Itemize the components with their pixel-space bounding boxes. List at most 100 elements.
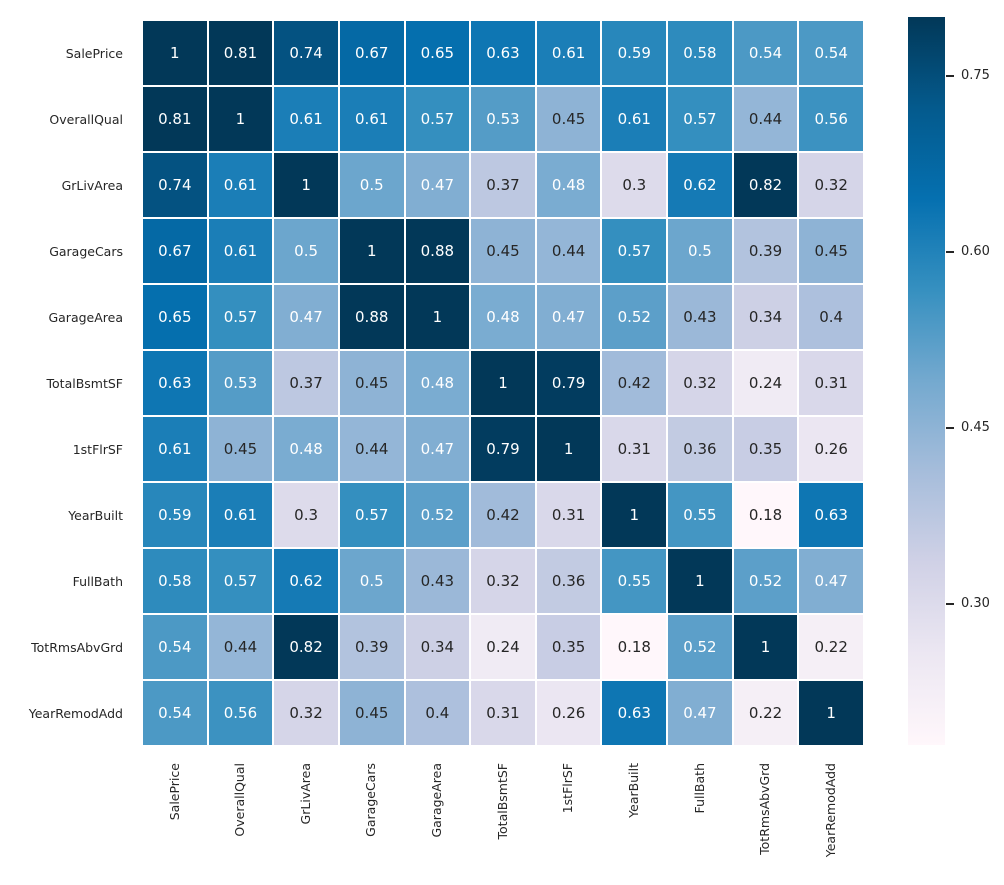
heatmap-cell-SalePrice-GarageArea: 0.65 — [405, 21, 470, 85]
colorbar-tick — [946, 603, 954, 606]
cell-value: 0.5 — [687, 241, 712, 260]
cell-value: 0.42 — [617, 373, 651, 392]
heatmap-cell-YearBuilt-GrLivArea: 0.3 — [274, 483, 338, 547]
cell-value: 0.26 — [814, 439, 848, 458]
heatmap-cell-OverallQual-SalePrice: 0.81 — [143, 87, 207, 151]
heatmap-cell-OverallQual-GarageCars: 0.61 — [339, 87, 404, 151]
cell-value: 0.34 — [748, 307, 783, 326]
heatmap-cell-YearBuilt-TotalBsmtSF: 0.42 — [471, 483, 535, 547]
cell-value: 0.36 — [551, 571, 586, 590]
heatmap-cell-TotRmsAbvGrd-SalePrice: 0.54 — [143, 615, 207, 679]
heatmap-cell-SalePrice-TotalBsmtSF: 0.63 — [471, 21, 535, 85]
cell-value: 1 — [629, 505, 640, 524]
heatmap-cell-GarageArea-1stFlrSF: 0.47 — [536, 285, 601, 349]
cell-value: 0.44 — [748, 109, 783, 128]
cell-value: 0.45 — [223, 439, 258, 458]
cell-value: 0.47 — [420, 175, 455, 194]
heatmap-cell-YearRemodAdd-GarageArea: 0.4 — [405, 681, 470, 745]
cell-value: 0.54 — [748, 43, 783, 62]
heatmap-cell-TotRmsAbvGrd-GarageCars: 0.39 — [339, 615, 404, 679]
x-tick-label-text: GarageArea — [429, 763, 445, 838]
x-tick-label-SalePrice: SalePrice — [143, 763, 207, 881]
heatmap-cell-YearBuilt-YearBuilt: 1 — [602, 483, 667, 547]
cell-value: 1 — [170, 43, 180, 62]
cell-value: 1 — [695, 571, 705, 590]
cell-value: 0.52 — [748, 571, 783, 590]
heatmap-cell-SalePrice-YearRemodAdd: 0.54 — [799, 21, 863, 85]
x-tick-label-text: TotalBsmtSF — [494, 763, 510, 840]
cell-value: 0.18 — [617, 637, 651, 656]
heatmap-cell-TotRmsAbvGrd-TotRmsAbvGrd: 1 — [733, 615, 798, 679]
cell-value: 0.32 — [486, 571, 520, 590]
heatmap-cell-GarageCars-GrLivArea: 0.5 — [274, 219, 338, 283]
y-tick-label-FullBath: FullBath — [72, 573, 123, 589]
cell-value: 0.48 — [551, 175, 586, 194]
heatmap-cell-YearRemodAdd-GrLivArea: 0.32 — [274, 681, 338, 745]
colorbar-tick-label: 0.45 — [961, 419, 990, 435]
cell-value: 0.47 — [289, 307, 323, 326]
heatmap-cell-TotRmsAbvGrd-TotalBsmtSF: 0.24 — [471, 615, 535, 679]
cell-value: 0.44 — [551, 241, 586, 260]
heatmap-cell-GarageArea-TotalBsmtSF: 0.48 — [471, 285, 535, 349]
cell-value: 0.61 — [617, 109, 651, 128]
heatmap-cell-SalePrice-GrLivArea: 0.74 — [274, 21, 338, 85]
cell-value: 0.48 — [486, 307, 520, 326]
cell-value: 0.42 — [486, 505, 520, 524]
heatmap-cell-TotalBsmtSF-YearRemodAdd: 0.31 — [799, 351, 863, 415]
heatmap-cell-FullBath-1stFlrSF: 0.36 — [536, 549, 601, 613]
cell-value: 0.5 — [294, 241, 319, 260]
x-tick-label-text: YearBuilt — [626, 763, 642, 818]
heatmap-cell-1stFlrSF-GarageCars: 0.44 — [339, 417, 404, 481]
heatmap-cell-GarageCars-GarageCars: 1 — [339, 219, 404, 283]
cell-value: 0.48 — [420, 373, 455, 392]
cell-value: 0.57 — [420, 109, 455, 128]
cell-value: 0.31 — [814, 373, 848, 392]
heatmap-cell-GarageArea-GarageArea: 1 — [405, 285, 470, 349]
cell-value: 0.44 — [223, 637, 258, 656]
heatmap-cell-YearBuilt-TotRmsAbvGrd: 0.18 — [733, 483, 798, 547]
heatmap-cell-GarageArea-OverallQual: 0.57 — [208, 285, 273, 349]
cell-value: 1 — [432, 307, 443, 326]
heatmap-cell-OverallQual-GarageArea: 0.57 — [405, 87, 470, 151]
heatmap-cell-OverallQual-YearRemodAdd: 0.56 — [799, 87, 863, 151]
heatmap-cell-TotalBsmtSF-OverallQual: 0.53 — [208, 351, 273, 415]
cell-value: 0.22 — [748, 703, 783, 722]
heatmap-cell-GarageCars-1stFlrSF: 0.44 — [536, 219, 601, 283]
heatmap-cell-OverallQual-GrLivArea: 0.61 — [274, 87, 338, 151]
heatmap-cell-YearBuilt-FullBath: 0.55 — [668, 483, 732, 547]
heatmap-cell-YearRemodAdd-FullBath: 0.47 — [668, 681, 732, 745]
y-tick-label-GrLivArea: GrLivArea — [61, 177, 123, 193]
heatmap-cell-TotalBsmtSF-GarageCars: 0.45 — [339, 351, 404, 415]
heatmap-cell-TotRmsAbvGrd-OverallQual: 0.44 — [208, 615, 273, 679]
heatmap-cell-GrLivArea-OverallQual: 0.61 — [208, 153, 273, 217]
x-tick-label-FullBath: FullBath — [668, 763, 732, 881]
heatmap-cell-GrLivArea-TotRmsAbvGrd: 0.82 — [733, 153, 798, 217]
cell-value: 0.63 — [617, 703, 651, 722]
heatmap-cell-TotalBsmtSF-GrLivArea: 0.37 — [274, 351, 338, 415]
heatmap-cell-YearRemodAdd-YearRemodAdd: 1 — [799, 681, 863, 745]
cell-value: 0.52 — [617, 307, 651, 326]
heatmap-cell-1stFlrSF-YearRemodAdd: 0.26 — [799, 417, 863, 481]
heatmap-cell-YearRemodAdd-1stFlrSF: 0.26 — [536, 681, 601, 745]
cell-value: 0.26 — [551, 703, 586, 722]
colorbar-tick-label: 0.30 — [961, 596, 990, 612]
heatmap-cell-OverallQual-1stFlrSF: 0.45 — [536, 87, 601, 151]
cell-value: 1 — [366, 241, 377, 260]
cell-value: 0.53 — [223, 373, 258, 392]
cell-value: 1 — [563, 439, 574, 458]
heatmap-cell-TotalBsmtSF-FullBath: 0.32 — [668, 351, 732, 415]
cell-value: 1 — [498, 373, 508, 392]
heatmap-cell-GarageArea-FullBath: 0.43 — [668, 285, 732, 349]
heatmap-cell-GarageArea-SalePrice: 0.65 — [143, 285, 207, 349]
cell-value: 0.59 — [158, 505, 192, 524]
cell-value: 0.4 — [425, 703, 450, 722]
cell-value: 0.37 — [289, 373, 323, 392]
cell-value: 1 — [826, 703, 836, 722]
heatmap-cell-OverallQual-TotRmsAbvGrd: 0.44 — [733, 87, 798, 151]
cell-value: 0.31 — [551, 505, 586, 524]
heatmap-cell-GarageCars-FullBath: 0.5 — [668, 219, 732, 283]
heatmap-cell-SalePrice-OverallQual: 0.81 — [208, 21, 273, 85]
heatmap-cell-TotalBsmtSF-TotRmsAbvGrd: 0.24 — [733, 351, 798, 415]
heatmap-cell-TotalBsmtSF-TotalBsmtSF: 1 — [471, 351, 535, 415]
x-tick-label-GarageArea: GarageArea — [406, 763, 470, 881]
